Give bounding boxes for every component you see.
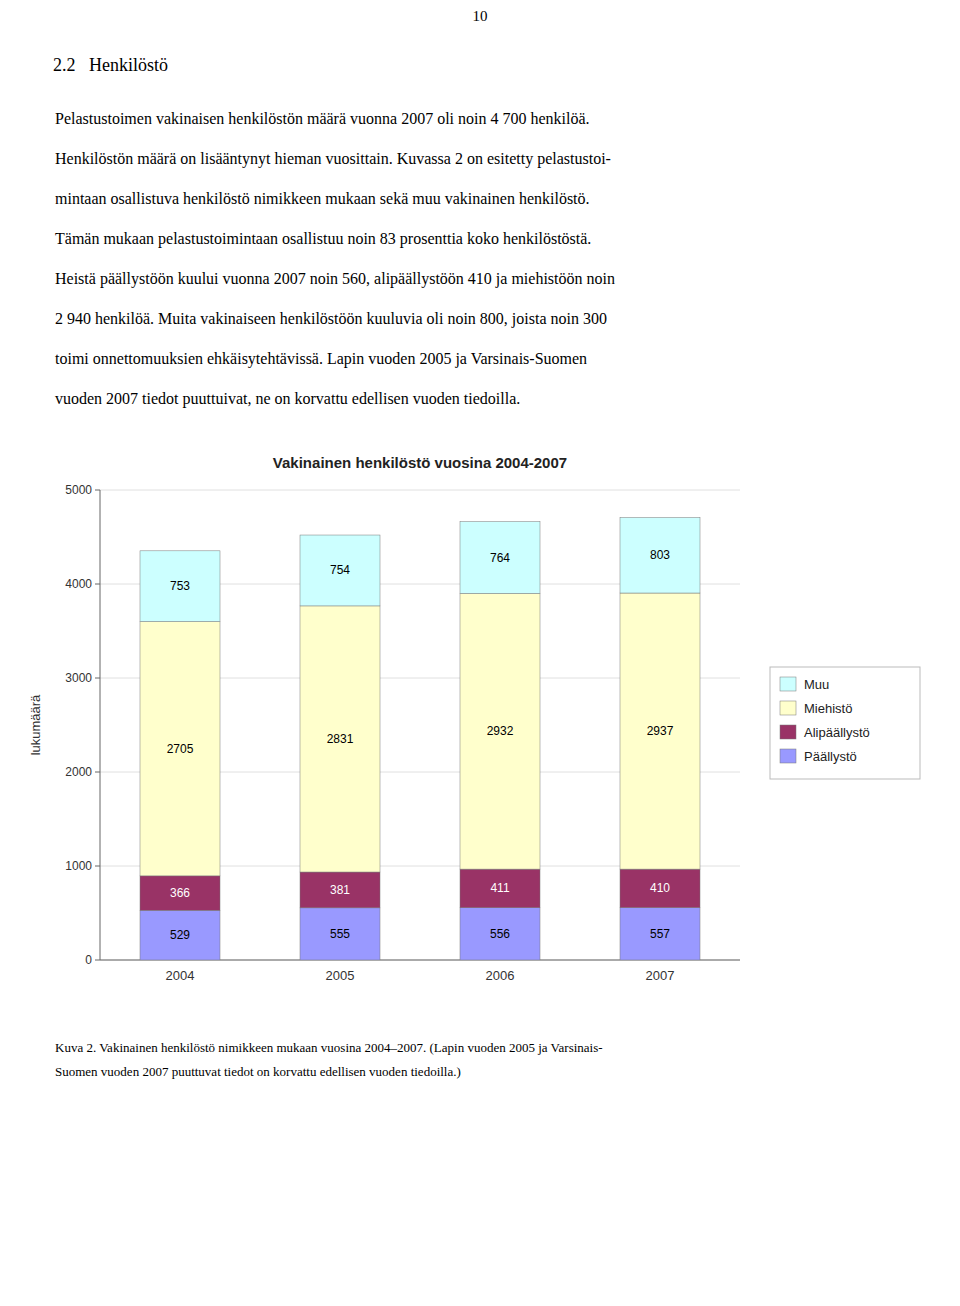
tick-label: 2004 bbox=[166, 968, 195, 983]
data-label: 754 bbox=[330, 563, 350, 577]
legend-entry: Alipäällystö bbox=[804, 725, 870, 740]
tick-mark bbox=[95, 678, 100, 679]
bar-segment bbox=[300, 908, 380, 960]
chart-title: Vakinainen henkilöstö vuosina 2004-2007 bbox=[273, 454, 567, 471]
tick-mark bbox=[95, 866, 100, 867]
body-text: vuoden 2007 tiedot puuttuivat, ne on kor… bbox=[55, 390, 520, 408]
bar-segment bbox=[140, 551, 220, 622]
legend-box bbox=[770, 667, 920, 779]
data-label: 557 bbox=[650, 927, 670, 941]
data-label: 2937 bbox=[647, 724, 674, 738]
body-text: Henkilöstön määrä on lisääntynyt hieman … bbox=[55, 150, 611, 168]
tick-label: 4000 bbox=[65, 577, 92, 591]
bar-segment bbox=[460, 908, 540, 960]
tick-mark bbox=[95, 772, 100, 773]
tick-label: 2007 bbox=[646, 968, 675, 983]
legend: Muu Miehistö Alipäällystö Päällystö bbox=[770, 667, 920, 779]
bar-segment bbox=[460, 593, 540, 869]
bar-segment bbox=[620, 518, 700, 593]
bar-segment bbox=[460, 869, 540, 908]
legend-entry: Miehistö bbox=[804, 701, 852, 716]
bar-segment bbox=[620, 869, 700, 908]
legend-swatch bbox=[780, 749, 796, 763]
body-text: toimi onnettomuuksien ehkäisytehtävissä.… bbox=[55, 350, 587, 368]
body-text: Pelastustoimen vakinaisen henkilöstön mä… bbox=[55, 110, 590, 128]
bars bbox=[140, 518, 700, 960]
tick-label: 0 bbox=[85, 953, 92, 967]
data-label: 381 bbox=[330, 883, 350, 897]
caption: Kuva 2. Vakinainen henkilöstö nimikkeen … bbox=[55, 1040, 603, 1056]
data-label: 2705 bbox=[167, 742, 194, 756]
bar-segment bbox=[620, 908, 700, 960]
data-label: 2831 bbox=[327, 732, 354, 746]
page-number: 10 bbox=[0, 8, 960, 25]
data-label: 411 bbox=[490, 881, 509, 895]
grid-line bbox=[100, 490, 740, 491]
body-text: Tämän mukaan pelastustoimintaan osallist… bbox=[55, 230, 591, 248]
legend-swatch bbox=[780, 701, 796, 715]
body-text: Heistä päällystöön kuului vuonna 2007 no… bbox=[55, 270, 615, 288]
bar-segment bbox=[140, 876, 220, 910]
tick-label: 2000 bbox=[65, 765, 92, 779]
bar-segment bbox=[140, 622, 220, 876]
body-text: 2 940 henkilöä. Muita vakinaiseen henkil… bbox=[55, 310, 607, 328]
bar-segment bbox=[460, 522, 540, 594]
data-label: 753 bbox=[170, 579, 190, 593]
tick-mark bbox=[95, 584, 100, 585]
data-label: 410 bbox=[650, 881, 670, 895]
chart: Vakinainen henkilöstö vuosina 2004-2007 0… bbox=[0, 440, 960, 1020]
tick-mark bbox=[95, 960, 100, 961]
data-label: 2932 bbox=[487, 724, 514, 738]
tick-label: 1000 bbox=[65, 859, 92, 873]
tick-mark bbox=[95, 490, 100, 491]
data-label: 556 bbox=[490, 927, 510, 941]
axis-label: lukumäärä bbox=[28, 694, 43, 755]
legend-swatch bbox=[780, 677, 796, 691]
legend-entry: Muu bbox=[804, 677, 829, 692]
tick-label: 2005 bbox=[326, 968, 355, 983]
legend-swatch bbox=[780, 725, 796, 739]
heading: 2.2 Henkilöstö bbox=[53, 55, 168, 76]
data-label: 366 bbox=[170, 886, 190, 900]
data-label: 555 bbox=[330, 927, 350, 941]
bar-segment bbox=[300, 535, 380, 606]
y-axis bbox=[100, 490, 101, 960]
tick-label: 3000 bbox=[65, 671, 92, 685]
bar-segment bbox=[620, 593, 700, 869]
body-text: mintaan osallistuva henkilöstö nimikkeen… bbox=[55, 190, 590, 208]
bar-segment bbox=[300, 872, 380, 908]
data-label: 764 bbox=[490, 551, 510, 565]
caption: Suomen vuoden 2007 puuttuvat tiedot on k… bbox=[55, 1064, 461, 1080]
tick-label: 5000 bbox=[65, 483, 92, 497]
legend-entry: Päällystö bbox=[804, 749, 857, 764]
bar-segment bbox=[140, 910, 220, 960]
bar-segment bbox=[300, 606, 380, 872]
data-label: 529 bbox=[170, 928, 190, 942]
data-label: 803 bbox=[650, 548, 670, 562]
tick-label: 2006 bbox=[486, 968, 515, 983]
